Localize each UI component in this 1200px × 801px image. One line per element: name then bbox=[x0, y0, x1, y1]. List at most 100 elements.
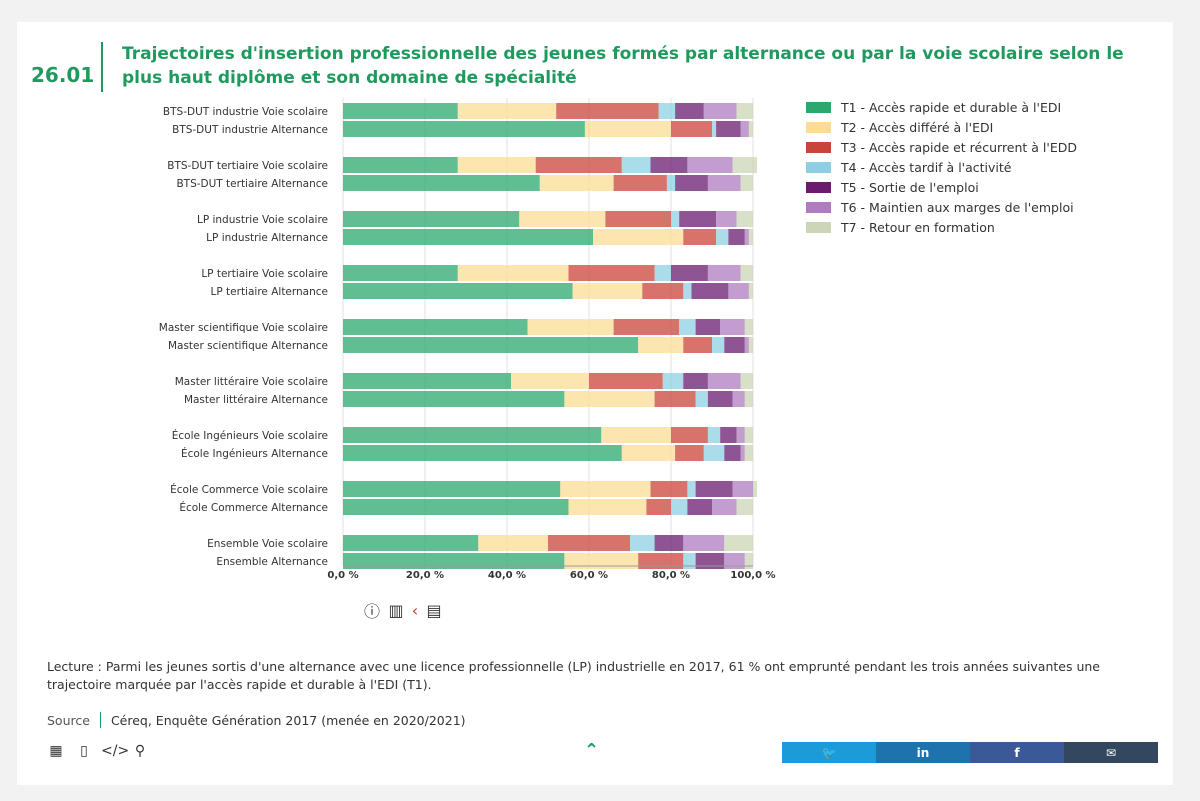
bar-segment bbox=[593, 229, 684, 245]
bar-segment bbox=[675, 175, 708, 191]
category-label: LP industrie Voie scolaire bbox=[197, 214, 328, 226]
bar-segment bbox=[703, 445, 725, 461]
legend-item[interactable]: T1 - Accès rapide et durable à l'EDI bbox=[806, 97, 1077, 117]
bar-segment bbox=[343, 103, 458, 119]
category-label: Master littéraire Alternance bbox=[184, 394, 328, 406]
legend-swatch bbox=[806, 101, 831, 113]
chart-title: Trajectoires d'insertion professionnelle… bbox=[122, 44, 1124, 88]
bar-segment bbox=[744, 319, 753, 335]
bar-segment bbox=[457, 157, 536, 173]
category-label: BTS-DUT industrie Alternance bbox=[172, 124, 328, 136]
bar-segment bbox=[716, 229, 729, 245]
bar-segment bbox=[671, 499, 688, 515]
bar-segment bbox=[671, 265, 708, 281]
bar-segment bbox=[732, 481, 753, 497]
twitter-share-button[interactable]: 🐦 bbox=[782, 742, 876, 763]
bar-segment bbox=[744, 337, 749, 353]
bar-segment bbox=[695, 553, 725, 569]
bar-segment bbox=[519, 211, 606, 227]
bar-segment bbox=[724, 535, 753, 551]
category-label: Master scientifique Alternance bbox=[168, 340, 328, 352]
chart-tools: ⓘ ▥ ‹ ▤ bbox=[362, 598, 444, 622]
bar-segment bbox=[572, 283, 643, 299]
bar-segment bbox=[638, 553, 684, 569]
document-icon[interactable]: ▯ bbox=[80, 743, 88, 759]
bar-segment bbox=[343, 391, 565, 407]
bar-segment bbox=[748, 283, 753, 299]
bar-segment bbox=[728, 283, 749, 299]
bar-segment bbox=[736, 427, 745, 443]
bar-segment bbox=[343, 319, 528, 335]
bar-segment bbox=[548, 535, 630, 551]
bar-segment bbox=[527, 319, 614, 335]
bar-segment bbox=[343, 337, 639, 353]
bar-segment bbox=[720, 319, 745, 335]
category-label: Ensemble Alternance bbox=[216, 556, 328, 568]
facebook-share-button[interactable]: f bbox=[970, 742, 1064, 763]
category-label: BTS-DUT tertiaire Alternance bbox=[176, 178, 328, 190]
code-icon[interactable]: </> bbox=[101, 743, 130, 759]
chart-icon[interactable]: ▥ bbox=[388, 600, 404, 620]
legend-item[interactable]: T2 - Accès différé à l'EDI bbox=[806, 117, 1077, 137]
excel-icon[interactable]: ▦ bbox=[49, 743, 63, 759]
source-text: Céreq, Enquête Génération 2017 (menée en… bbox=[110, 712, 466, 728]
bar-segment bbox=[658, 103, 676, 119]
legend-item[interactable]: T7 - Retour en formation bbox=[806, 217, 1077, 237]
double-chevron-up-icon[interactable]: ⌃ bbox=[584, 740, 600, 761]
bar-segment bbox=[343, 553, 565, 569]
bar-segment bbox=[744, 427, 753, 443]
source-divider bbox=[99, 712, 101, 728]
bar-segment bbox=[654, 535, 684, 551]
legend-item[interactable]: T5 - Sortie de l'emploi bbox=[806, 177, 1077, 197]
legend-item[interactable]: T4 - Accès tardif à l'activité bbox=[806, 157, 1077, 177]
category-label: LP tertiaire Alternance bbox=[211, 286, 328, 298]
bar-segment bbox=[724, 553, 745, 569]
bar-segment bbox=[736, 499, 753, 515]
toggle-chevron-icon[interactable]: ‹ bbox=[411, 600, 419, 620]
category-label: LP industrie Alternance bbox=[206, 232, 328, 244]
info-icon[interactable]: ⓘ bbox=[363, 602, 380, 621]
legend-item[interactable]: T6 - Maintien aux marges de l'emploi bbox=[806, 197, 1077, 217]
bar-segment bbox=[740, 265, 753, 281]
legend-swatch bbox=[806, 141, 831, 153]
bar-segment bbox=[613, 175, 667, 191]
bar-segment bbox=[695, 319, 721, 335]
bar-segment bbox=[621, 157, 651, 173]
bar-segment bbox=[712, 499, 737, 515]
table-icon[interactable]: ▤ bbox=[426, 600, 442, 620]
bar-segment bbox=[748, 229, 753, 245]
bar-segment bbox=[691, 283, 729, 299]
bar-segment bbox=[675, 445, 704, 461]
bar-segment bbox=[712, 337, 725, 353]
bar-segment bbox=[712, 121, 717, 137]
email-share-button[interactable]: ✉ bbox=[1064, 742, 1158, 763]
title-divider bbox=[101, 42, 103, 92]
bar-segment bbox=[650, 481, 688, 497]
legend-label: T1 - Accès rapide et durable à l'EDI bbox=[841, 99, 1062, 115]
category-label: École Ingénieurs Voie scolaire bbox=[172, 429, 328, 442]
bar-segment bbox=[732, 157, 758, 173]
bar-segment bbox=[683, 283, 692, 299]
bar-segment bbox=[683, 553, 696, 569]
category-label: LP tertiaire Voie scolaire bbox=[201, 268, 328, 280]
bar-segment bbox=[748, 337, 753, 353]
bar-segment bbox=[683, 535, 725, 551]
bar-segment bbox=[343, 211, 520, 227]
bar-segment bbox=[638, 337, 684, 353]
legend-item[interactable]: T3 - Accès rapide et récurrent à l'EDD bbox=[806, 137, 1077, 157]
legend-swatch bbox=[806, 161, 831, 173]
linkedin-share-button[interactable]: in bbox=[876, 742, 970, 763]
bar-segment bbox=[457, 265, 569, 281]
bar-segment bbox=[695, 391, 708, 407]
legend-swatch bbox=[806, 121, 831, 133]
bar-segment bbox=[687, 157, 733, 173]
legend-label: T7 - Retour en formation bbox=[841, 219, 995, 235]
bar-segment bbox=[687, 481, 696, 497]
bar-segment bbox=[654, 391, 696, 407]
bar-segment bbox=[740, 445, 745, 461]
bar-segment bbox=[707, 391, 733, 407]
bar-segment bbox=[343, 427, 602, 443]
link-icon[interactable]: ⚲ bbox=[134, 743, 146, 759]
bar-segment bbox=[343, 265, 458, 281]
